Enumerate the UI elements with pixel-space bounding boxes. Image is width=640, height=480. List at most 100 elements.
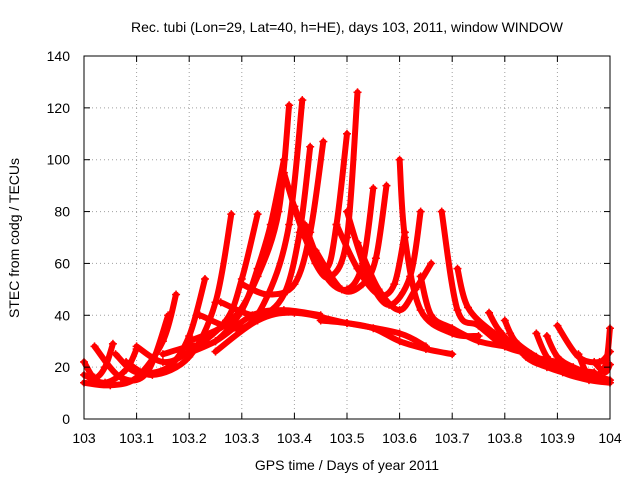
data-point — [542, 352, 551, 361]
data-point — [227, 316, 236, 325]
data-point — [316, 316, 325, 325]
series-line — [81, 340, 116, 381]
data-point — [248, 311, 257, 320]
data-point — [395, 155, 404, 164]
x-tick-label: 103.4 — [277, 430, 312, 446]
y-axis-label: STEC from codg / TECUs — [6, 158, 22, 318]
data-point — [164, 311, 173, 320]
data-point — [374, 285, 383, 294]
y-tick-label: 80 — [54, 204, 70, 220]
data-point — [253, 316, 262, 325]
data-point — [521, 352, 530, 361]
data-point — [200, 274, 209, 283]
data-point — [279, 168, 288, 177]
data-point — [185, 337, 194, 346]
series-arc-33 — [174, 306, 325, 361]
x-tick-label: 103.5 — [329, 430, 364, 446]
x-axis-label: GPS time / Days of year 2011 — [255, 457, 439, 473]
data-point — [369, 324, 378, 333]
data-point — [298, 96, 307, 105]
data-point — [463, 303, 472, 312]
data-point — [290, 280, 299, 289]
x-tick-label: 103.6 — [382, 430, 417, 446]
data-point — [421, 344, 430, 353]
data-point — [574, 350, 583, 359]
y-tick-label: 100 — [47, 152, 71, 168]
data-point — [495, 326, 504, 335]
data-point — [427, 259, 436, 268]
data-point — [448, 350, 457, 359]
y-tick-label: 140 — [47, 48, 71, 64]
data-point — [500, 316, 509, 325]
data-point — [290, 202, 299, 211]
series-arc-34 — [316, 316, 457, 359]
data-point — [553, 321, 562, 330]
data-point — [371, 254, 380, 263]
data-point — [174, 352, 183, 361]
data-point — [106, 381, 115, 390]
data-point — [448, 324, 457, 333]
data-point — [132, 342, 141, 351]
data-point — [116, 373, 125, 382]
data-point — [353, 264, 362, 273]
data-point — [172, 290, 181, 299]
data-point — [90, 342, 99, 351]
data-point — [553, 352, 562, 361]
data-point — [532, 352, 541, 361]
data-point — [319, 137, 328, 146]
data-point — [506, 329, 515, 338]
plot-area — [80, 88, 614, 390]
data-point — [353, 238, 362, 247]
data-point — [590, 357, 599, 366]
data-point — [274, 207, 283, 216]
data-point — [416, 207, 425, 216]
data-point — [311, 246, 320, 255]
data-point — [343, 129, 351, 138]
data-point — [158, 350, 167, 359]
y-tick-label: 40 — [54, 307, 70, 323]
chart-title: Rec. tubi (Lon=29, Lat=40, h=HE), days 1… — [131, 19, 564, 35]
data-point — [111, 350, 120, 359]
data-point — [395, 306, 404, 315]
data-point — [195, 311, 204, 320]
x-tick-label: 103.2 — [172, 430, 207, 446]
x-tick-label: 103.7 — [435, 430, 470, 446]
data-point — [300, 220, 309, 229]
x-tick-label: 103 — [72, 430, 96, 446]
x-tick-label: 103.1 — [119, 430, 154, 446]
data-point — [584, 370, 593, 379]
x-tick-label: 103.8 — [487, 430, 522, 446]
data-point — [148, 370, 157, 379]
data-point — [416, 306, 425, 315]
data-point — [369, 184, 378, 193]
data-point — [453, 264, 462, 273]
data-point — [343, 319, 351, 328]
data-point — [211, 347, 220, 356]
data-point — [600, 368, 609, 377]
x-tick-label: 103.3 — [224, 430, 259, 446]
data-point — [337, 285, 346, 294]
data-point — [569, 363, 578, 372]
data-point — [332, 220, 341, 229]
y-tick-label: 20 — [54, 359, 70, 375]
series-line — [91, 312, 172, 384]
data-point — [285, 101, 294, 110]
data-point — [211, 337, 220, 346]
y-tick-label: 120 — [47, 100, 71, 116]
data-point — [382, 181, 391, 190]
data-point — [400, 233, 409, 242]
x-tick-label: 103.9 — [540, 430, 575, 446]
data-point — [395, 329, 404, 338]
data-point — [306, 142, 315, 151]
series-line — [575, 325, 613, 379]
data-point — [395, 337, 404, 346]
data-point — [237, 280, 246, 289]
data-point — [416, 272, 425, 281]
series-line — [291, 89, 361, 281]
data-point — [474, 337, 483, 346]
data-point — [485, 308, 494, 317]
data-point — [285, 220, 294, 229]
data-point — [490, 329, 499, 338]
data-point — [542, 332, 551, 341]
